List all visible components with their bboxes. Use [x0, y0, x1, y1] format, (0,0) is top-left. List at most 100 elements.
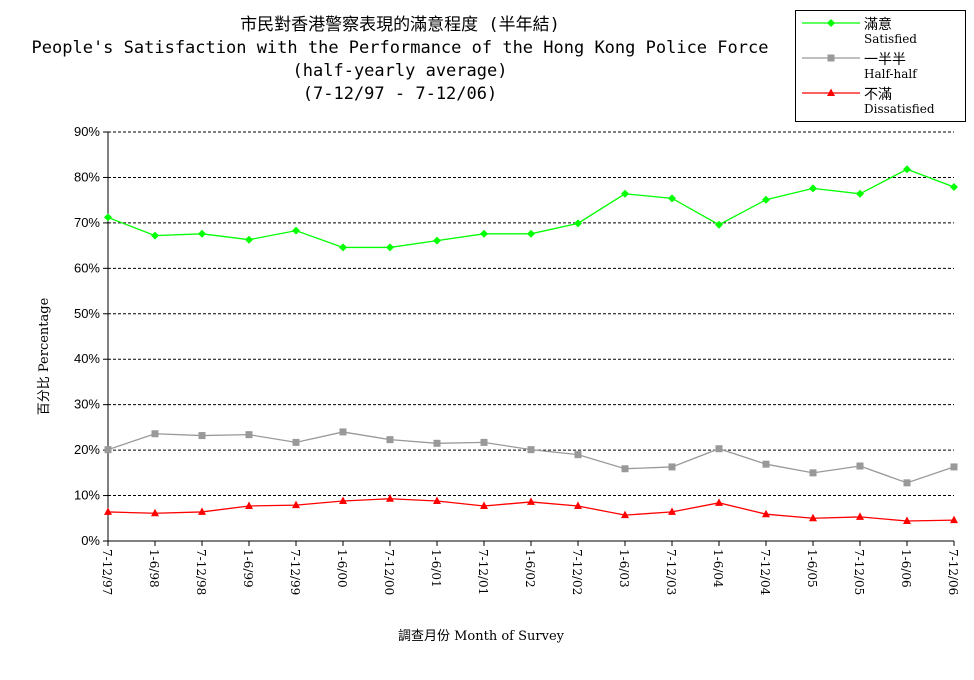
data-point-dissatisfied [292, 500, 300, 509]
y-tick-label: 40% [74, 351, 100, 366]
series-line-half-half [107, 431, 955, 484]
y-tick-label: 60% [74, 260, 100, 275]
data-point-dissatisfied [198, 507, 206, 515]
data-point-satisfied [950, 182, 958, 191]
x-tick-label: 1-6/03 [617, 549, 631, 588]
data-point-satisfied [480, 229, 488, 238]
data-point-half-half [715, 445, 723, 453]
data-point-dissatisfied [574, 501, 582, 510]
data-point-half-half [292, 438, 300, 446]
y-tick-label: 0% [81, 533, 100, 548]
data-point-dissatisfied [715, 498, 723, 506]
data-point-half-half [668, 463, 676, 471]
data-point-half-half [903, 479, 911, 487]
data-point-dissatisfied [245, 501, 253, 510]
data-point-dissatisfied [856, 512, 864, 520]
x-tick-label: 1-6/06 [899, 549, 913, 588]
data-point-half-half [433, 439, 441, 447]
data-point-satisfied [762, 195, 770, 204]
data-point-satisfied [151, 231, 159, 240]
data-point-dissatisfied [386, 494, 394, 502]
data-point-satisfied [527, 229, 535, 238]
data-point-dissatisfied [433, 496, 441, 505]
x-tick-label: 7-12/04 [758, 549, 772, 596]
data-point-satisfied [386, 243, 394, 252]
legend-marker [827, 54, 835, 62]
data-point-half-half [151, 430, 159, 438]
data-point-half-half [198, 432, 206, 440]
x-tick-label: 1-6/05 [805, 549, 819, 588]
data-point-satisfied [339, 243, 347, 252]
y-tick-label: 20% [74, 442, 100, 457]
data-point-satisfied [668, 194, 676, 203]
data-point-dissatisfied [339, 496, 347, 505]
data-point-half-half [574, 451, 582, 459]
y-axis-label: 百分比 Percentage [37, 297, 52, 415]
x-axis-label: 調查月份 Month of Survey [398, 629, 565, 644]
x-tick-label: 7-12/00 [382, 549, 396, 595]
data-point-satisfied [903, 165, 911, 174]
y-tick-label: 70% [74, 215, 100, 230]
legend-label-satisfied: 滿意 [864, 17, 892, 33]
chart-date-range: (7-12/97 - 7-12/06) [302, 84, 498, 104]
data-point-dissatisfied [809, 513, 817, 522]
legend-sublabel-half-half: Half-half [864, 67, 917, 81]
y-tick-label: 30% [74, 397, 100, 412]
legend-label-half-half: 一半半 [864, 52, 906, 68]
x-tick-label: 1-6/02 [523, 549, 537, 588]
chart-legend: 滿意 Satisfied 一半半 Half-half 不滿 Dissatisfi… [795, 10, 966, 122]
legend-swatch-half-half [802, 54, 860, 62]
chart-title-chinese: 市民對香港警察表現的滿意程度 (半年結) [240, 15, 560, 35]
data-point-half-half [856, 462, 864, 470]
x-tick-label: 1-6/99 [241, 549, 255, 588]
x-tick-label: 7-12/99 [288, 549, 302, 595]
y-tick-label: 80% [74, 169, 100, 184]
data-point-half-half [339, 428, 347, 436]
x-tick-label: 1-6/98 [147, 549, 161, 588]
x-tick-label: 7-12/05 [852, 549, 866, 595]
data-point-satisfied [621, 189, 629, 198]
data-point-satisfied [856, 189, 864, 198]
legend-swatch-dissatisfied [802, 88, 860, 96]
data-point-half-half [621, 465, 629, 473]
data-point-dissatisfied [621, 510, 629, 519]
x-tick-label: 7-12/01 [476, 549, 490, 595]
data-point-half-half [950, 463, 958, 471]
chart-title-block: 市民對香港警察表現的滿意程度 (半年結) People's Satisfacti… [0, 14, 800, 106]
data-point-dissatisfied [480, 501, 488, 510]
data-point-satisfied [104, 213, 112, 222]
data-point-half-half [386, 436, 394, 444]
data-point-dissatisfied [104, 507, 112, 515]
data-point-satisfied [809, 184, 817, 193]
x-tick-label: 7-12/06 [946, 549, 960, 595]
data-point-half-half [809, 469, 817, 477]
x-tick-label: 7-12/98 [194, 549, 208, 595]
legend-label-dissatisfied: 不滿 [864, 87, 892, 103]
data-point-satisfied [292, 226, 300, 235]
data-point-half-half [245, 431, 253, 439]
legend-item-half-half: 一半半 Half-half [796, 51, 967, 87]
x-tick-label: 7-12/02 [570, 549, 584, 595]
data-point-satisfied [574, 219, 582, 228]
data-point-satisfied [198, 229, 206, 238]
x-tick-label: 7-12/97 [100, 549, 114, 595]
y-tick-label: 50% [74, 306, 100, 321]
y-tick-label: 90% [74, 124, 100, 139]
y-tick-label: 10% [74, 488, 100, 503]
x-tick-label: 1-6/04 [711, 549, 725, 588]
legend-marker [827, 19, 835, 27]
legend-swatch-satisfied [802, 19, 860, 27]
data-point-half-half [104, 446, 112, 454]
legend-item-satisfied: 滿意 Satisfied [796, 16, 967, 52]
legend-item-dissatisfied: 不滿 Dissatisfied [796, 86, 967, 122]
data-point-dissatisfied [151, 508, 159, 517]
x-tick-label: 7-12/03 [664, 549, 678, 595]
data-point-satisfied [245, 235, 253, 244]
data-point-dissatisfied [762, 509, 770, 518]
data-point-half-half [527, 446, 535, 454]
data-point-satisfied [433, 236, 441, 245]
data-point-half-half [762, 460, 770, 468]
legend-sublabel-satisfied: Satisfied [864, 32, 917, 46]
chart-title-english: People's Satisfaction with the Performan… [31, 38, 769, 58]
data-point-dissatisfied [950, 515, 958, 524]
